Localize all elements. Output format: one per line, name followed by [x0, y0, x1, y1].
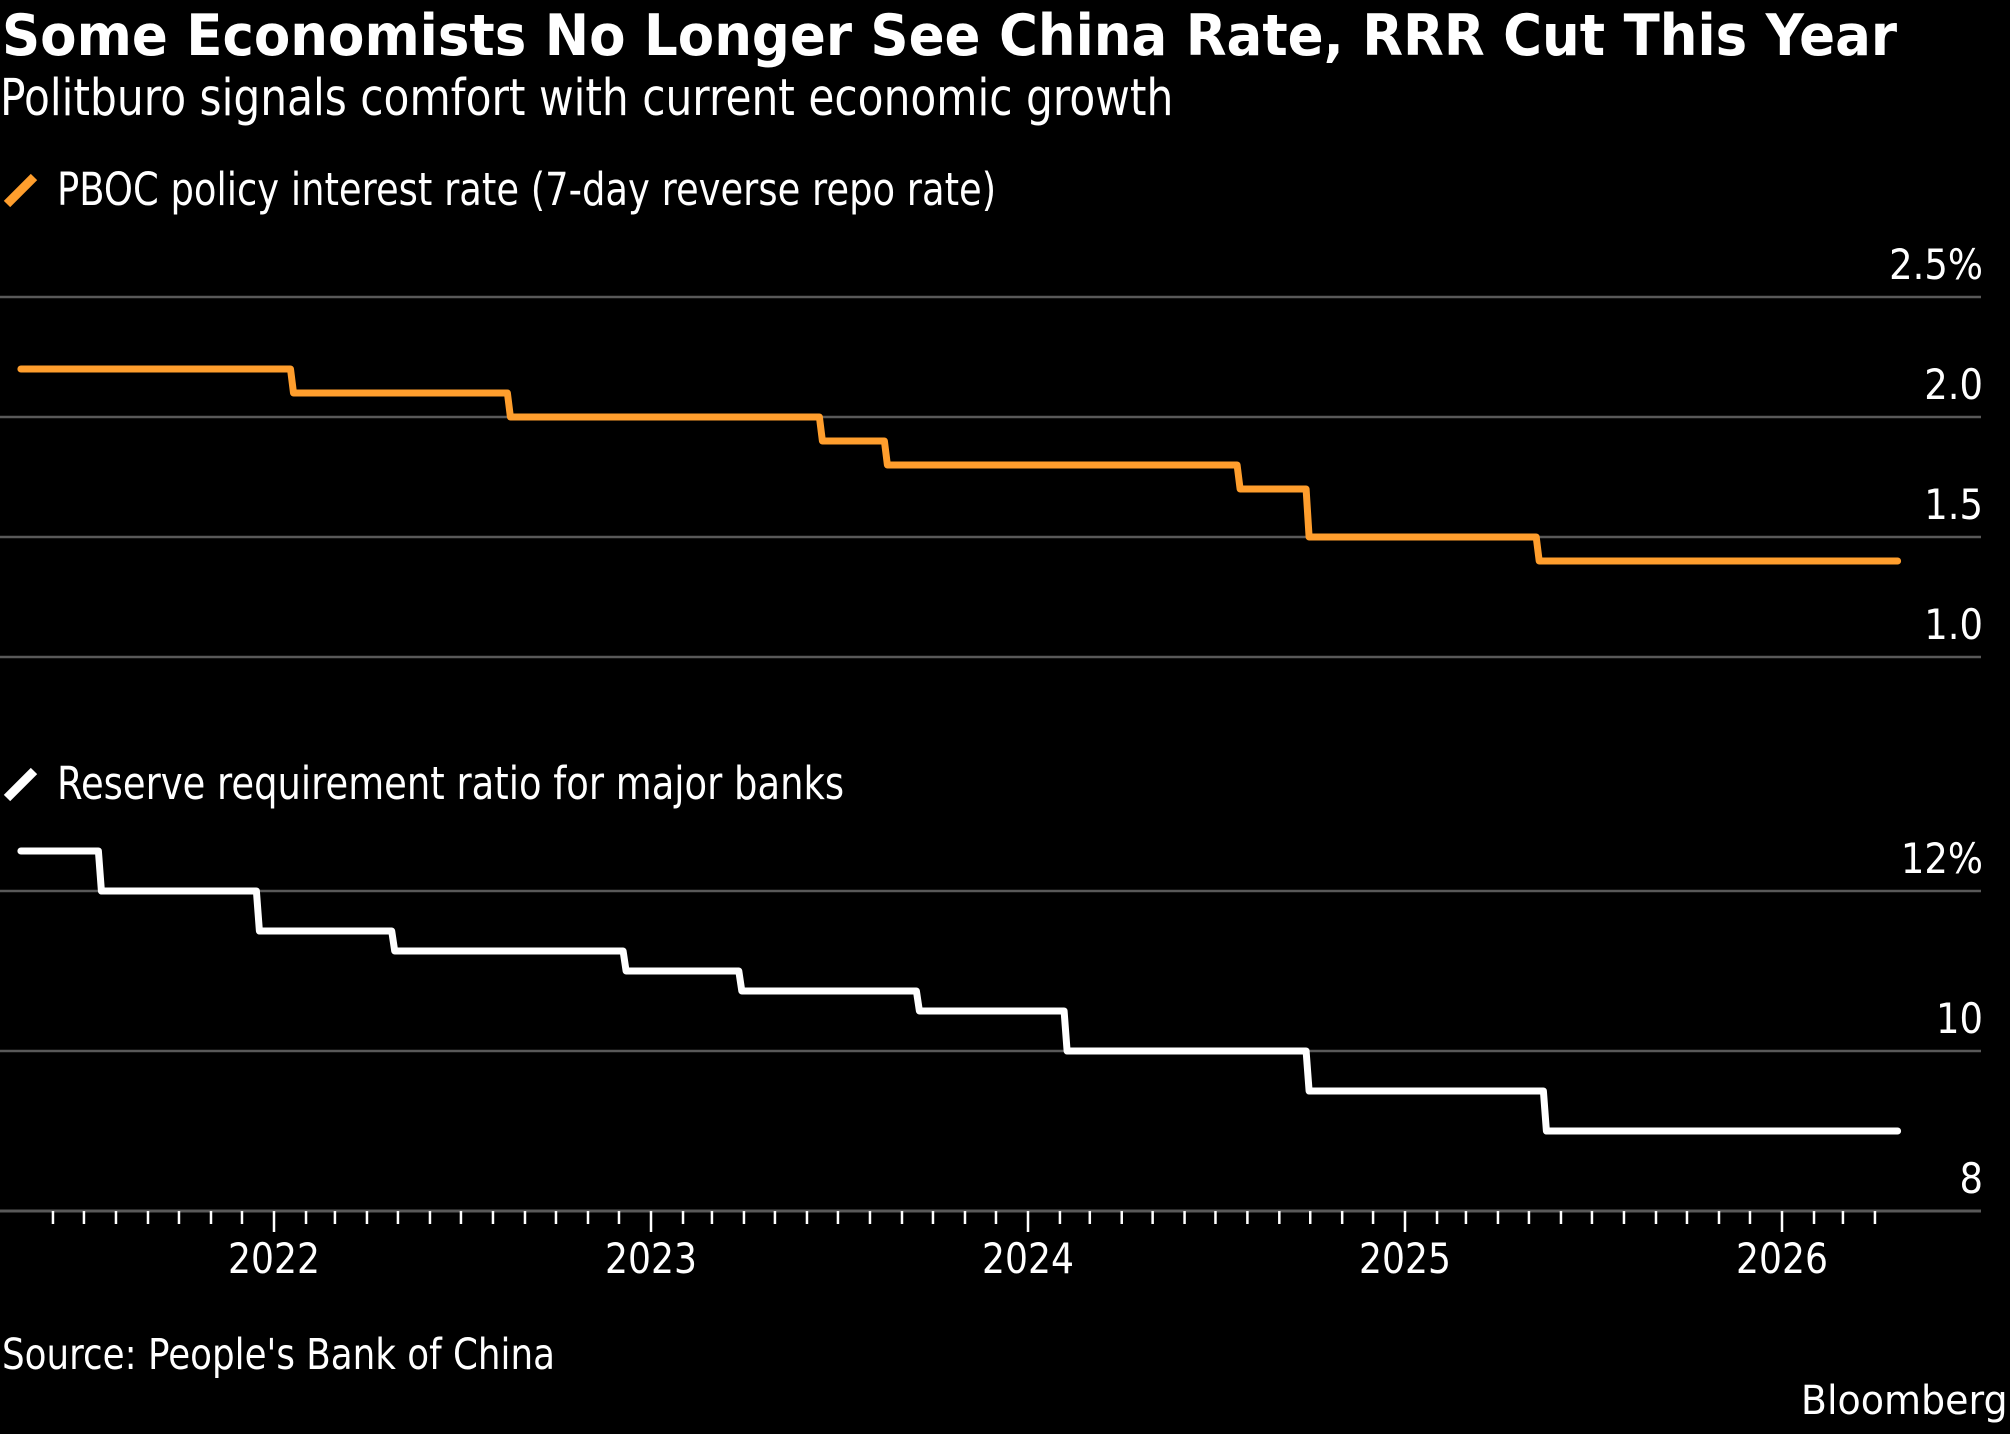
policy-rate-y-tick-label: 1.5	[1924, 481, 1983, 530]
legend-label-rrr: Reserve requirement ratio for major bank…	[57, 756, 845, 810]
x-tick-label: 2024	[982, 1235, 1074, 1283]
x-axis: 2022 2023 2024 2025 2026	[51, 1211, 1877, 1284]
rrr-y-tick-label: 8	[1959, 1155, 1983, 1204]
legend-policy-rate: PBOC policy interest rate (7-day reverse…	[0, 162, 1202, 216]
x-tick-label: 2026	[1736, 1235, 1828, 1283]
rrr-y-axis: 12% 10 8	[1901, 835, 1983, 1204]
rrr-series	[17, 847, 1902, 1135]
legend-swatch-icon	[3, 767, 38, 802]
policy-rate-step-line	[17, 365, 1902, 565]
x-tick-label: 2022	[228, 1235, 320, 1283]
x-tick-label: 2023	[605, 1235, 697, 1283]
rrr-y-tick-label: 10	[1936, 995, 1983, 1044]
rrr-step-line	[17, 847, 1902, 1135]
policy-rate-y-tick-label: 1.0	[1924, 601, 1983, 650]
legend-label-policy-rate: PBOC policy interest rate (7-day reverse…	[57, 162, 997, 216]
chart-subtitle: Politburo signals comfort with current e…	[0, 69, 1174, 128]
legend-rrr: Reserve requirement ratio for major bank…	[0, 756, 1017, 810]
x-tick-label: 2025	[1359, 1235, 1451, 1283]
rrr-y-tick-label: 12%	[1901, 835, 1983, 884]
chart-title: Some Economists No Longer See China Rate…	[2, 3, 1898, 69]
rrr-gridlines	[0, 889, 1981, 1213]
policy-rate-series	[17, 365, 1902, 565]
policy-rate-gridlines	[0, 295, 1981, 659]
policy-rate-y-tick-label: 2.0	[1924, 361, 1983, 410]
bloomberg-logo: Bloomberg	[1801, 1378, 2008, 1424]
policy-rate-y-axis: 2.5% 2.0 1.5 1.0	[1889, 241, 1983, 650]
policy-rate-y-tick-label: 2.5%	[1889, 241, 1983, 290]
legend-swatch-icon	[3, 173, 38, 208]
source-note: Source: People's Bank of China	[2, 1330, 555, 1380]
